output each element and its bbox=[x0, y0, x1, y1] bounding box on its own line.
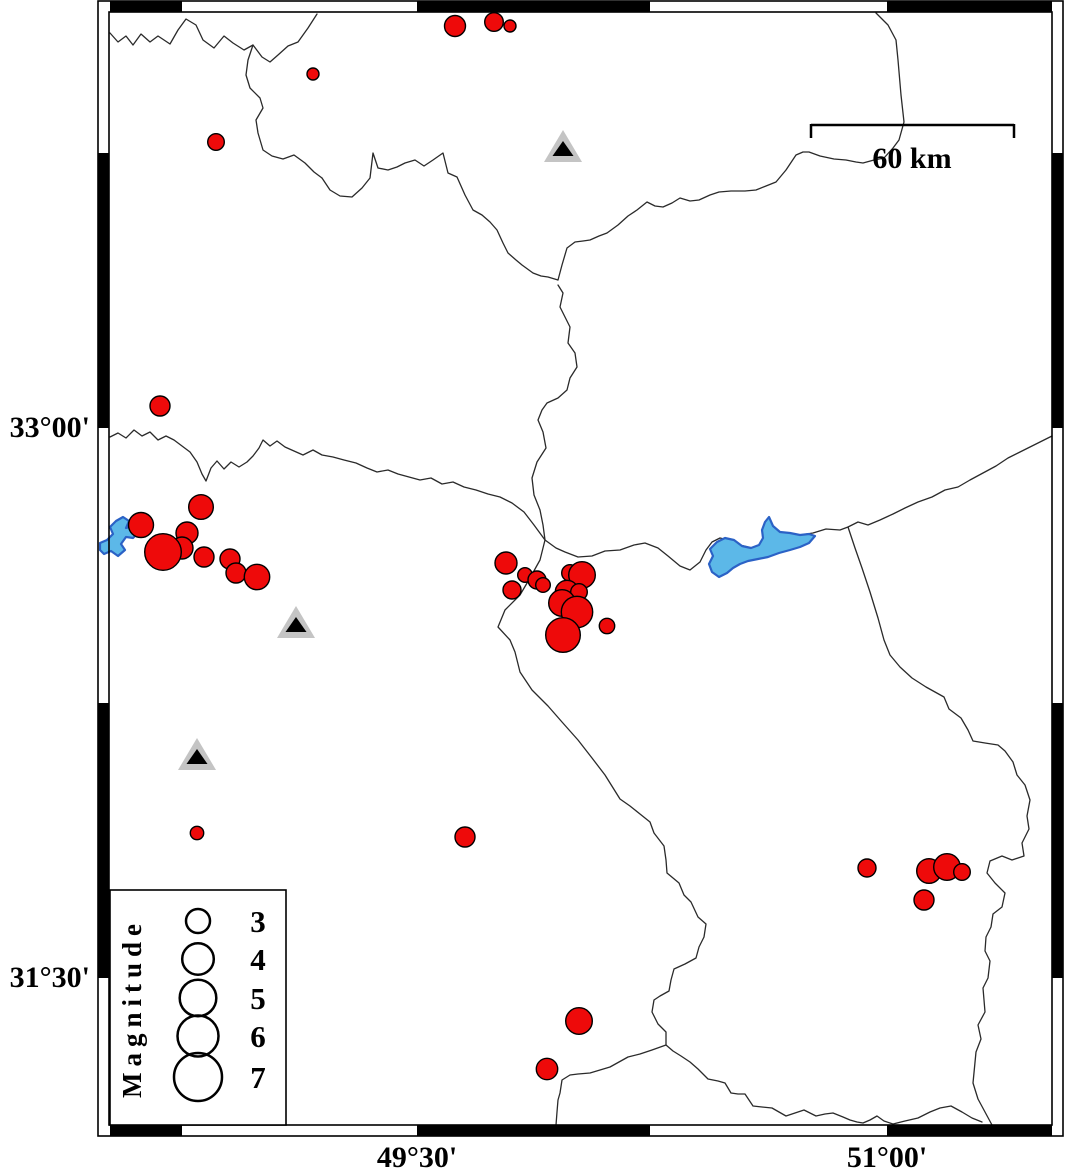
legend-circle bbox=[180, 941, 216, 977]
magnitude-legend: Magnitude 34 56 7 bbox=[109, 889, 287, 1126]
scale-bar-label: 60 km bbox=[872, 142, 951, 175]
station-triangle-inner-icon bbox=[285, 617, 307, 632]
frame-segment bbox=[110, 1125, 182, 1136]
earthquake-marker bbox=[187, 494, 214, 521]
earthquake-marker bbox=[502, 580, 522, 600]
earthquake-marker bbox=[127, 511, 155, 539]
earthquake-marker bbox=[503, 19, 517, 33]
earthquake-marker bbox=[953, 863, 972, 882]
earthquake-marker bbox=[206, 132, 225, 151]
station-triangle-inner-icon bbox=[186, 749, 208, 764]
legend-circle bbox=[172, 1051, 224, 1103]
earthquake-marker bbox=[913, 889, 935, 911]
earthquake-marker bbox=[535, 1057, 559, 1081]
station-markers bbox=[178, 130, 582, 770]
legend-magnitude-label: 4 bbox=[250, 942, 266, 977]
legend-box bbox=[109, 889, 287, 1126]
boundary-line bbox=[531, 284, 578, 541]
frame-band-right bbox=[1052, 1, 1063, 1136]
earthquake-marker bbox=[545, 617, 582, 654]
boundary-line bbox=[245, 44, 323, 179]
legend-magnitude-label: 7 bbox=[250, 1060, 266, 1095]
boundary-line bbox=[321, 152, 559, 281]
frame-inner-border bbox=[108, 11, 1053, 1126]
earthquake-marker bbox=[565, 1007, 594, 1036]
earthquake-marker bbox=[189, 825, 205, 841]
frame-segment bbox=[98, 153, 109, 428]
frame-band-left bbox=[98, 1, 109, 1136]
earthquake-marker bbox=[454, 826, 476, 848]
axis-label-lon-51: 51°00' bbox=[847, 1141, 927, 1174]
legend-circle bbox=[178, 978, 218, 1018]
earthquake-marker bbox=[143, 533, 182, 572]
frame-segment bbox=[887, 1125, 1052, 1136]
legend-circle bbox=[184, 907, 212, 935]
boundary-line bbox=[557, 12, 905, 281]
legend-magnitude-label: 5 bbox=[250, 981, 266, 1016]
axis-label-lon-49-30: 49°30' bbox=[377, 1141, 457, 1174]
map-frame bbox=[98, 1, 1063, 1136]
legend-magnitude-label: 6 bbox=[250, 1019, 266, 1054]
earthquake-marker bbox=[149, 395, 171, 417]
legend-title: Magnitude bbox=[117, 918, 147, 1098]
earthquake-marker bbox=[494, 551, 518, 575]
boundary-line bbox=[109, 429, 546, 541]
boundary-line bbox=[555, 1044, 667, 1126]
earthquake-marker bbox=[598, 617, 616, 635]
legend-magnitude-label: 3 bbox=[250, 904, 266, 939]
earthquake-marker bbox=[243, 563, 271, 591]
boundary-line bbox=[847, 526, 1031, 1126]
earthquake-marker bbox=[306, 67, 320, 81]
axis-label-lat-33: 33°00' bbox=[10, 411, 90, 444]
frame-segment bbox=[1052, 153, 1063, 428]
earthquake-marker bbox=[857, 858, 877, 878]
earthquake-marker bbox=[443, 14, 467, 38]
frame-segment bbox=[417, 1125, 650, 1136]
station-triangle-inner-icon bbox=[552, 141, 574, 156]
frame-outer-border bbox=[97, 0, 1064, 1137]
frame-segment bbox=[887, 1, 1052, 12]
boundary-line bbox=[109, 13, 318, 63]
earthquake-marker bbox=[484, 11, 505, 33]
axis-label-lat-31-30: 31°30' bbox=[10, 961, 90, 994]
earthquake-marker bbox=[225, 562, 247, 584]
frame-segment bbox=[98, 703, 109, 978]
frame-segment bbox=[1052, 703, 1063, 978]
frame-segment bbox=[110, 1, 182, 12]
earthquake-markers bbox=[127, 11, 972, 1081]
boundary-line bbox=[497, 539, 983, 1125]
earthquake-marker bbox=[193, 546, 215, 568]
lake bbox=[707, 515, 817, 579]
legend-circle bbox=[176, 1014, 220, 1058]
earthquake-marker bbox=[535, 577, 552, 594]
frame-segment bbox=[417, 1, 650, 12]
axis-labels: 33°00' 31°30' 49°30' 51°00' bbox=[10, 411, 928, 1174]
scale-bar: 60 km bbox=[809, 123, 1016, 175]
